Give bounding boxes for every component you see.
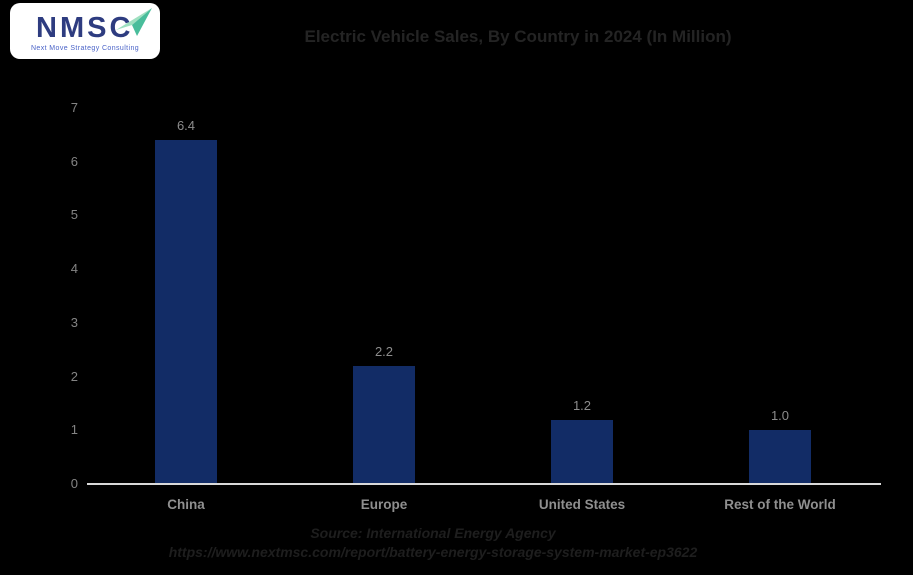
x-label-rest-of-the-world: Rest of the World (724, 497, 836, 512)
bar-united-states (551, 419, 613, 484)
bar-slot-united-states: 1.2 (483, 108, 681, 484)
bar-china (155, 140, 217, 484)
data-label-united-states: 1.2 (572, 397, 592, 413)
x-axis-line (87, 483, 881, 485)
bar-rest-of-the-world (749, 430, 811, 484)
x-label-europe: Europe (360, 497, 408, 512)
y-tick-5: 5 (70, 207, 78, 223)
bar-europe (353, 365, 415, 484)
source-block: Source: International Energy Agency http… (0, 524, 866, 562)
logo-tagline: Next Move Strategy Consulting (30, 45, 140, 52)
x-label-china: China (167, 497, 205, 512)
x-axis-labels: China Europe United States Rest of the Worl… (87, 497, 879, 515)
data-label-europe: 2.2 (374, 343, 394, 359)
y-tick-1: 1 (70, 422, 78, 438)
logo-acronym: NMSC (36, 12, 134, 44)
data-label-china: 6.4 (176, 118, 196, 134)
y-tick-2: 2 (70, 368, 78, 384)
plot-area: 6.4 2.2 1.2 1.0 (87, 108, 879, 484)
y-tick-4: 4 (70, 261, 78, 277)
x-label-united-states: United States (538, 497, 626, 512)
y-tick-6: 6 (70, 153, 78, 169)
paper-plane-icon (116, 8, 152, 36)
y-tick-3: 3 (70, 314, 78, 330)
bar-slot-europe: 2.2 (285, 108, 483, 484)
source-url: https://www.nextmsc.com/report/battery-e… (168, 544, 698, 560)
bar-slot-rest-of-the-world: 1.0 (681, 108, 879, 484)
y-tick-7: 7 (70, 100, 78, 115)
nmsc-logo: NMSC Next Move Strategy Consulting (10, 3, 160, 59)
y-tick-0: 0 (70, 476, 78, 491)
chart-title: Electric Vehicle Sales, By Country in 20… (304, 27, 732, 46)
bar-slot-china: 6.4 (87, 108, 285, 484)
source-line: Source: International Energy Agency (310, 525, 556, 541)
data-label-rest-of-the-world: 1.0 (770, 408, 790, 424)
